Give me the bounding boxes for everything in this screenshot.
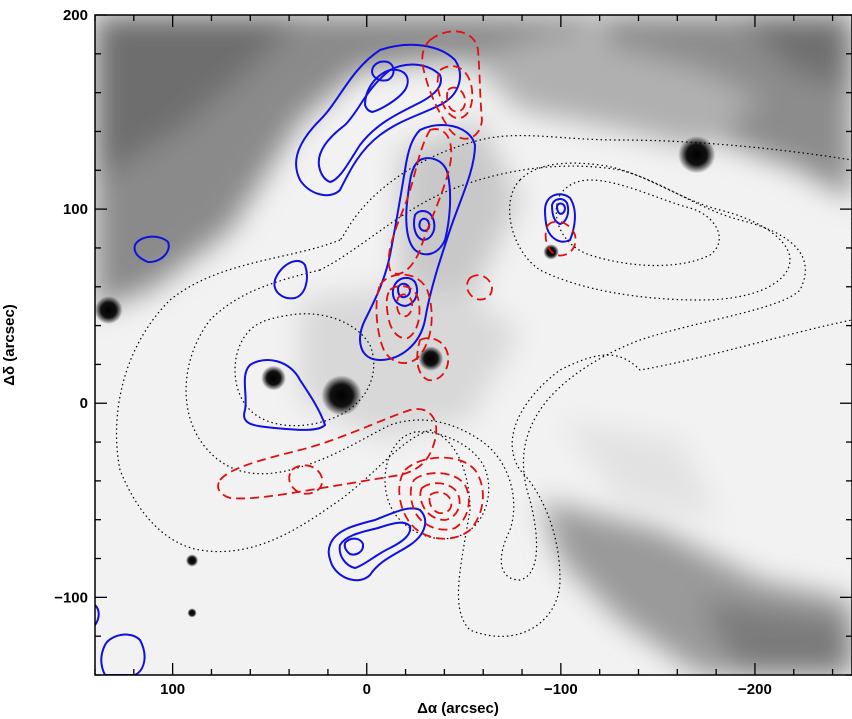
x-axis-title: Δα (arcsec) bbox=[417, 700, 499, 717]
black-contour-lower-mid bbox=[384, 431, 490, 540]
tick-labels-layer: 100 0 −100 −200 200 100 0 −100 bbox=[54, 7, 772, 698]
star-2 bbox=[321, 375, 362, 416]
blue-contour-left-blob bbox=[243, 359, 327, 431]
blue-contour-ridge-outer bbox=[359, 124, 477, 362]
red-contour-knot-mid bbox=[385, 285, 421, 340]
red-contour-north-inner bbox=[446, 86, 466, 113]
stars-layer bbox=[95, 136, 716, 618]
blue-contour-ridge-mid bbox=[405, 157, 452, 256]
y-tick-label: 200 bbox=[63, 7, 88, 24]
blue-contour-south-inner bbox=[343, 537, 365, 556]
blue-contour-far-west bbox=[133, 235, 170, 264]
y-tick-label: 100 bbox=[63, 201, 88, 218]
red-contour-north-outer bbox=[421, 30, 483, 140]
blue-contour-east-source-outer bbox=[543, 193, 576, 243]
blue-contour-ridge-inner bbox=[413, 209, 436, 242]
red-contour-east-source bbox=[544, 220, 577, 257]
blue-contour-corner bbox=[100, 633, 146, 675]
y-axis-title: Δδ (arcsec) bbox=[1, 304, 18, 386]
plot-frame bbox=[94, 14, 852, 676]
red-contour-knot-outer bbox=[375, 273, 433, 364]
red-contour-ridge bbox=[387, 128, 453, 275]
blue-contour-knot-inner bbox=[396, 282, 412, 299]
red-contour-south-broad bbox=[217, 408, 438, 500]
black-contour-inner-right bbox=[509, 162, 791, 301]
red-contour-north-mid bbox=[436, 65, 474, 120]
black-dotted-contours bbox=[115, 134, 852, 637]
blue-contour-south-mid bbox=[338, 521, 412, 570]
red-contour-south-west bbox=[288, 464, 324, 495]
red-dashed-contours bbox=[217, 30, 577, 540]
star-1 bbox=[261, 365, 286, 391]
black-contour-lower-left bbox=[234, 313, 375, 427]
red-contour-star-region bbox=[416, 337, 450, 382]
blue-solid-contours bbox=[95, 43, 576, 675]
blue-contour-small-west bbox=[273, 260, 308, 300]
star-3 bbox=[418, 346, 444, 371]
y-tick-label: −100 bbox=[54, 589, 88, 606]
blue-contour-arc-inner bbox=[363, 68, 409, 114]
x-tick-label: −200 bbox=[738, 681, 772, 698]
blue-contour-arc-mid bbox=[317, 63, 442, 184]
y-tick-label: 0 bbox=[80, 395, 88, 412]
blue-contour-corner-edge bbox=[95, 604, 100, 626]
black-contour-mid bbox=[185, 165, 806, 581]
x-tick-label: 0 bbox=[363, 681, 371, 698]
blue-contour-arc-core bbox=[370, 60, 395, 82]
star-4 bbox=[678, 136, 716, 174]
star-0 bbox=[95, 296, 123, 325]
star-6 bbox=[185, 554, 199, 567]
red-contour-south-core-outer bbox=[398, 456, 484, 540]
ticks-layer bbox=[94, 14, 852, 676]
x-tick-label: 100 bbox=[160, 681, 185, 698]
red-contour-south-core-2 bbox=[419, 482, 461, 521]
background-image bbox=[95, 15, 852, 675]
blue-contour-east-source-mid bbox=[550, 198, 570, 226]
x-tick-label: −100 bbox=[544, 681, 578, 698]
blue-contour-knot-outer bbox=[391, 276, 419, 308]
blue-contour-arc-outer bbox=[295, 43, 461, 197]
blue-contour-south-outer bbox=[327, 507, 427, 582]
red-contour-south-core-1 bbox=[409, 472, 470, 531]
red-contour-knot-inner bbox=[396, 293, 414, 318]
red-contour-south-core-3 bbox=[428, 491, 453, 515]
blue-contour-east-source-core bbox=[555, 202, 567, 215]
star-7 bbox=[187, 608, 197, 618]
